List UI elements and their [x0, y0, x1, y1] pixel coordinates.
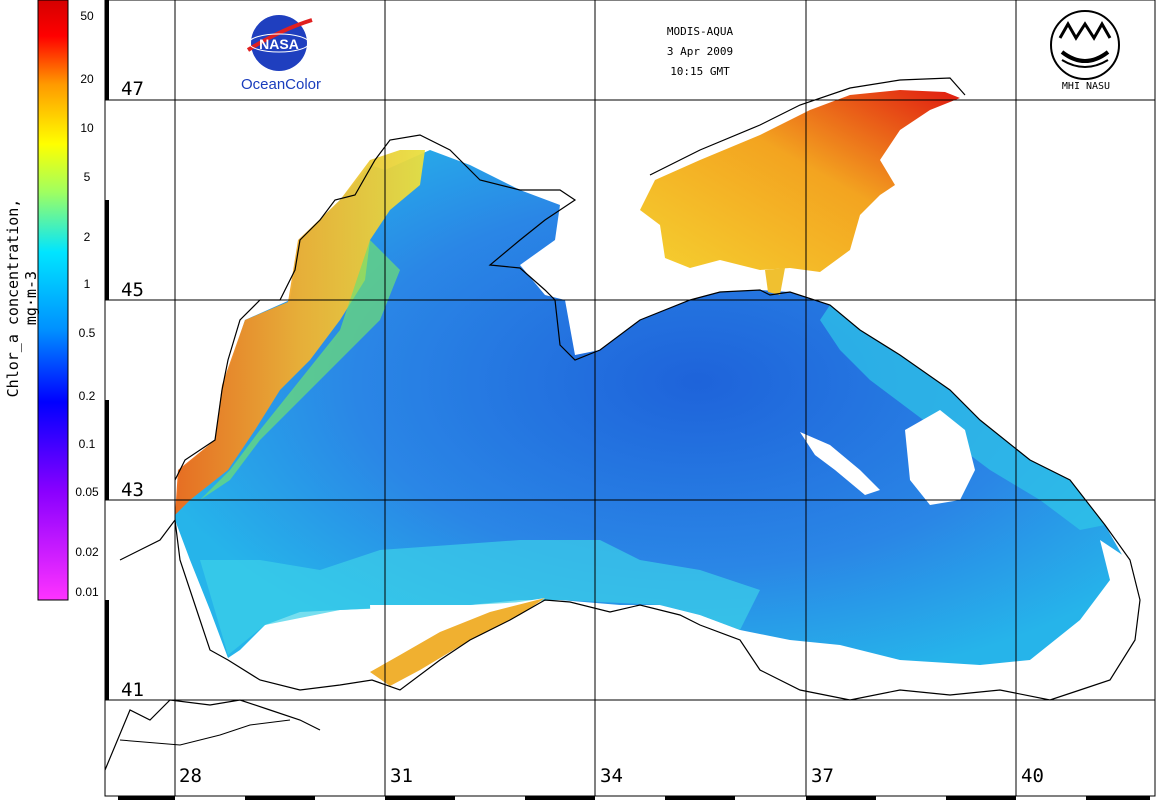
- cloud-gap-east: [905, 410, 975, 505]
- longitude-label: 31: [390, 765, 413, 787]
- cloud-gap-se: [1030, 540, 1135, 660]
- colorbar-tick: 10: [80, 121, 94, 135]
- longitude-label: 34: [600, 765, 623, 787]
- mhi-emblem-icon: [1050, 10, 1120, 80]
- latitude-label: 43: [121, 479, 144, 501]
- acquisition-time: 10:15 GMT: [670, 65, 730, 78]
- latitude-label: 47: [121, 78, 144, 100]
- latitude-label: 41: [121, 679, 144, 701]
- sensor-name: MODIS-AQUA: [666, 25, 734, 38]
- colorbar-tick: 50: [80, 9, 94, 23]
- nasa-caption: OceanColor: [240, 76, 322, 93]
- graticule: [105, 0, 1155, 796]
- colorbar-tick: 0.2: [78, 389, 96, 403]
- colorbar-tick: 0.1: [78, 437, 96, 451]
- colorbar-tick: 20: [80, 72, 94, 86]
- colorbar-tick: 2: [83, 230, 91, 244]
- nasa-emblem-text: NASA: [259, 36, 299, 52]
- nw-shelf-bloom: [175, 150, 425, 515]
- colorbar-tick: 0.02: [75, 545, 99, 559]
- colorbar-tick: 1: [83, 277, 91, 291]
- colorbar-tick: 0.5: [78, 326, 96, 340]
- colorbar: [37, 0, 69, 601]
- coastline-turkey: [119, 719, 291, 746]
- south-coast-band: [200, 540, 760, 655]
- acquisition-date: 3 Apr 2009: [666, 45, 734, 58]
- sea-of-azov: [640, 90, 960, 272]
- nw-shelf-green: [200, 240, 400, 500]
- black-sea-water: [175, 150, 1125, 665]
- colorbar-tick: 0.05: [75, 485, 99, 499]
- colorbar-title: Chlor_a concentration, mg·m-3: [4, 198, 40, 398]
- cloud-gap-streak: [800, 432, 880, 495]
- colorbar-tick: 5: [83, 170, 91, 184]
- coastline: [104, 77, 1141, 771]
- longitude-label: 40: [1021, 765, 1044, 787]
- map-frame: [104, 0, 1156, 797]
- colorbar-tick: 0.01: [75, 585, 99, 599]
- longitude-label: 28: [179, 765, 202, 787]
- acquisition-header: MODIS-AQUA 3 Apr 2009 10:15 GMT: [640, 22, 760, 82]
- mhi-caption: MHI NASU: [1061, 81, 1111, 92]
- kerch-strait-water: [765, 268, 785, 295]
- east-coast-band: [820, 305, 1105, 530]
- south-coast-bloom: [370, 598, 545, 686]
- latitude-label: 45: [121, 279, 144, 301]
- nasa-meatball-icon: NASA: [246, 15, 313, 71]
- longitude-label: 37: [811, 765, 834, 787]
